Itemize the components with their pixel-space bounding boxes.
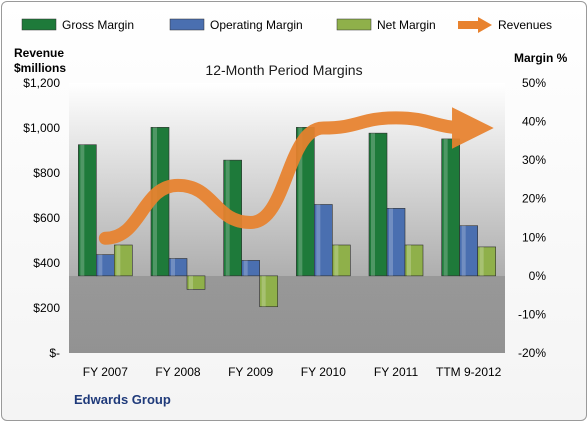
operating-margin-bar-highlight: [243, 260, 248, 276]
net-margin-bar-highlight: [407, 245, 411, 276]
gross-margin-bar: [296, 127, 315, 277]
gross-margin-bar: [441, 138, 460, 277]
x-tick-label: FY 2010: [301, 365, 346, 379]
x-tick-label: TTM 9-2012: [436, 365, 502, 379]
gross-margin-legend-label: Gross Margin: [62, 18, 134, 32]
operating-margin-bar-highlight: [461, 225, 466, 276]
left-tick-label: $-: [49, 346, 60, 360]
net-margin-bar: [404, 244, 424, 277]
net-margin-bar: [186, 275, 206, 290]
left-tick-label: $400: [33, 256, 60, 270]
net-margin-bar: [114, 244, 133, 277]
chart-title: 12-Month Period Margins: [205, 62, 362, 78]
right-tick-label: -20%: [518, 346, 546, 360]
right-tick-label: -10%: [518, 307, 546, 321]
net-margin-legend-label: Net Margin: [377, 18, 436, 32]
left-tick-label: $1,200: [23, 76, 60, 90]
x-axis: FY 2007 FY 2008 FY 2009 FY 2010 FY 2011 TTM 9…: [83, 365, 502, 379]
right-tick-label: 50%: [522, 76, 546, 90]
x-tick-label: FY 2009: [228, 365, 273, 379]
legend: Gross Margin Operating Margin Net Margin Re…: [21, 17, 552, 33]
operating-margin-bar: [241, 260, 260, 277]
net-margin-bar-highlight: [334, 245, 339, 276]
company-name: Edwards Group: [74, 392, 171, 407]
net-margin-bar: [477, 246, 496, 277]
gross-margin-bar-highlight: [371, 133, 375, 276]
plot-floor: [69, 276, 505, 353]
net-margin-bar: [332, 244, 351, 277]
gross-margin-bar: [78, 144, 97, 277]
left-tick-label: $200: [33, 301, 60, 315]
right-tick-label: 10%: [522, 230, 546, 244]
net-margin-bar: [259, 275, 278, 308]
left-axis-title-line1: Revenue: [14, 46, 64, 60]
right-tick-label: 40%: [522, 115, 546, 129]
revenues-legend-arrow: [478, 17, 492, 33]
right-tick-label: 0%: [529, 269, 547, 283]
gross-margin-bar-highlight: [443, 138, 448, 276]
bar-series: [78, 127, 496, 308]
left-tick-label: $800: [33, 166, 60, 180]
x-tick-label: FY 2007: [83, 365, 128, 379]
revenue-series: [98, 107, 494, 245]
revenues-legend-label: Revenues: [498, 18, 552, 32]
x-tick-label: FY 2011: [374, 365, 419, 379]
operating-margin-bar-highlight: [171, 258, 175, 276]
right-tick-label: 30%: [522, 153, 546, 167]
net-margin-bar-highlight: [116, 245, 121, 276]
operating-margin-bar: [386, 208, 406, 277]
right-tick-label: 20%: [522, 192, 546, 206]
gross-margin-legend-swatch: [21, 18, 57, 31]
gross-margin-bar-highlight: [80, 144, 85, 276]
gross-margin-bar-highlight: [298, 127, 303, 276]
net-margin-legend-swatch: [336, 18, 372, 31]
operating-margin-legend-label: Operating Margin: [210, 18, 303, 32]
gross-margin-bar: [368, 132, 388, 277]
operating-margin-bar-highlight: [316, 204, 321, 276]
operating-margin-bar: [168, 258, 188, 277]
net-margin-bar-highlight: [479, 246, 484, 276]
left-tick-label: $600: [33, 211, 60, 225]
left-tick-label: $1,000: [23, 121, 60, 135]
left-axis: $- $200 $400 $600 $800 $1,000 $1,200: [23, 76, 60, 360]
right-axis-title: Margin %: [514, 51, 568, 65]
revenues-line: [98, 107, 494, 245]
operating-margin-bar-highlight: [389, 208, 393, 276]
operating-margin-bar-highlight: [98, 254, 103, 276]
net-margin-bar-highlight: [189, 275, 193, 290]
right-axis: -20% -10% 0% 10% 20% 30% 40% 50%: [518, 76, 546, 360]
x-tick-label: FY 2008: [155, 365, 200, 379]
net-margin-bar-highlight: [261, 275, 266, 307]
operating-margin-legend-swatch: [169, 18, 205, 31]
operating-margin-bar: [314, 204, 333, 277]
left-axis-title-line2: $millions: [14, 61, 66, 75]
